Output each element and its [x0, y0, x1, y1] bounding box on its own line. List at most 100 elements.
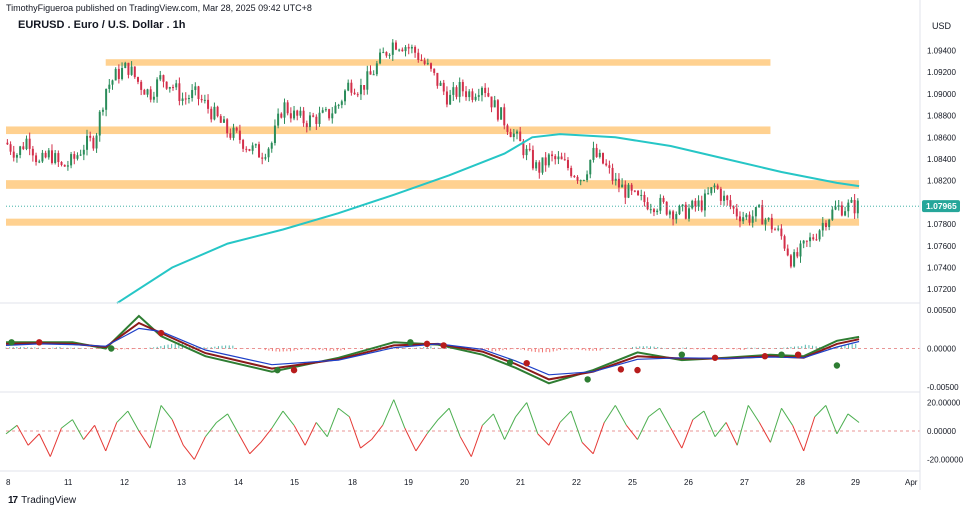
- candle-body: [703, 193, 706, 211]
- candle-body: [573, 176, 576, 178]
- candle-body: [273, 125, 276, 144]
- momentum-line-segment: [216, 413, 228, 423]
- candle-body: [219, 116, 222, 123]
- candle-body: [277, 113, 280, 126]
- candle-body: [238, 130, 241, 140]
- last-price-tag: [922, 200, 960, 213]
- momentum-line-segment: [105, 422, 118, 452]
- momentum-line-segment: [648, 407, 660, 418]
- time-tick-label: 25: [628, 478, 637, 487]
- candle-body: [719, 188, 722, 201]
- candle-body: [691, 200, 694, 209]
- candle-body: [777, 228, 780, 230]
- momentum-line-segment: [182, 444, 195, 460]
- candle-body: [159, 75, 162, 80]
- momentum-line-segment: [61, 419, 73, 429]
- candle-body: [251, 145, 254, 151]
- momentum-line-segment: [260, 427, 273, 443]
- time-tick-label: Apr: [905, 478, 918, 487]
- signal-dot: [274, 366, 281, 374]
- candle-body: [315, 116, 318, 124]
- candle-body: [130, 66, 133, 75]
- candle-body: [366, 71, 369, 90]
- candle-body: [101, 109, 104, 112]
- candle-body: [563, 159, 566, 161]
- candle-body: [799, 243, 802, 257]
- candle-body: [551, 154, 554, 157]
- momentum-line-segment: [847, 413, 860, 423]
- candle-body: [423, 60, 426, 64]
- candle-body: [761, 205, 764, 225]
- candle-body: [525, 148, 528, 156]
- candle-body: [455, 87, 458, 97]
- candle-body: [19, 146, 22, 155]
- time-tick-label: 18: [348, 478, 357, 487]
- candle-body: [156, 79, 159, 97]
- candle-body: [496, 100, 499, 120]
- candle-body: [31, 148, 34, 156]
- currency-label[interactable]: USD: [932, 21, 952, 31]
- price-axis: 1.09400 1.09200 1.09000 1.08800 1.08600 1.084…: [0, 0, 964, 490]
- candle-body: [194, 86, 197, 91]
- price-tick-label: 1.07800: [927, 220, 956, 229]
- momentum-line-segment: [415, 433, 428, 452]
- candle-body: [847, 202, 850, 212]
- candle-body: [707, 193, 710, 195]
- price-tick-label: 1.09200: [927, 68, 956, 77]
- candle-body: [519, 131, 522, 142]
- signal-dot: [523, 359, 530, 367]
- candle-body: [742, 217, 745, 222]
- tradingview-footer[interactable]: 17 TradingView: [8, 495, 76, 506]
- candle-body: [582, 180, 585, 182]
- candle-body: [98, 111, 101, 136]
- candle-body: [108, 84, 111, 89]
- candle-body: [694, 200, 697, 207]
- candle-body: [324, 109, 327, 111]
- candle-body: [191, 90, 194, 99]
- candle-body: [60, 162, 63, 165]
- signal-dot: [407, 339, 414, 346]
- candle-body: [121, 68, 124, 79]
- candle-body: [547, 154, 550, 166]
- candle-body: [681, 204, 684, 207]
- sr-zone: [6, 218, 860, 226]
- candle-body: [668, 211, 671, 215]
- candle-body: [242, 139, 245, 149]
- publish-line: TimothyFigueroa published on TradingView…: [6, 3, 312, 13]
- price-tick-label: 1.08200: [927, 177, 956, 186]
- candle-body: [12, 151, 15, 158]
- momentum-tick-label: 20.00000: [927, 399, 961, 408]
- momentum-line-segment: [49, 427, 62, 457]
- candle-body: [331, 113, 334, 119]
- candle-body: [850, 199, 853, 203]
- momentum-line-segment: [171, 419, 184, 446]
- candle-body: [344, 90, 347, 102]
- momentum-line-segment: [360, 439, 372, 449]
- candle-body: [337, 104, 340, 106]
- candle-body: [656, 210, 659, 213]
- candle-body: [815, 239, 818, 241]
- time-tick-label: 8: [6, 478, 11, 487]
- candle-body: [114, 68, 117, 81]
- candle-body: [57, 153, 60, 163]
- candle-body: [356, 94, 359, 96]
- time-tick-label: 20: [460, 478, 469, 487]
- oscillator-series-line: [5, 327, 860, 376]
- momentum-line-segment: [537, 433, 550, 446]
- momentum-line-segment: [304, 422, 317, 446]
- momentum-line-segment: [504, 416, 517, 440]
- candle-body: [831, 209, 834, 220]
- candle-body: [181, 98, 184, 102]
- candle-body: [162, 75, 165, 82]
- momentum-line-segment: [404, 427, 417, 452]
- candle-body: [232, 127, 235, 138]
- candle-body: [786, 248, 789, 256]
- price-tick-label: 1.08600: [927, 133, 956, 142]
- candle-body: [818, 230, 821, 240]
- candle-body: [299, 110, 302, 116]
- candle-body: [22, 146, 25, 150]
- candle-body: [844, 211, 847, 216]
- candle-body: [522, 141, 525, 156]
- candle-body: [560, 156, 563, 160]
